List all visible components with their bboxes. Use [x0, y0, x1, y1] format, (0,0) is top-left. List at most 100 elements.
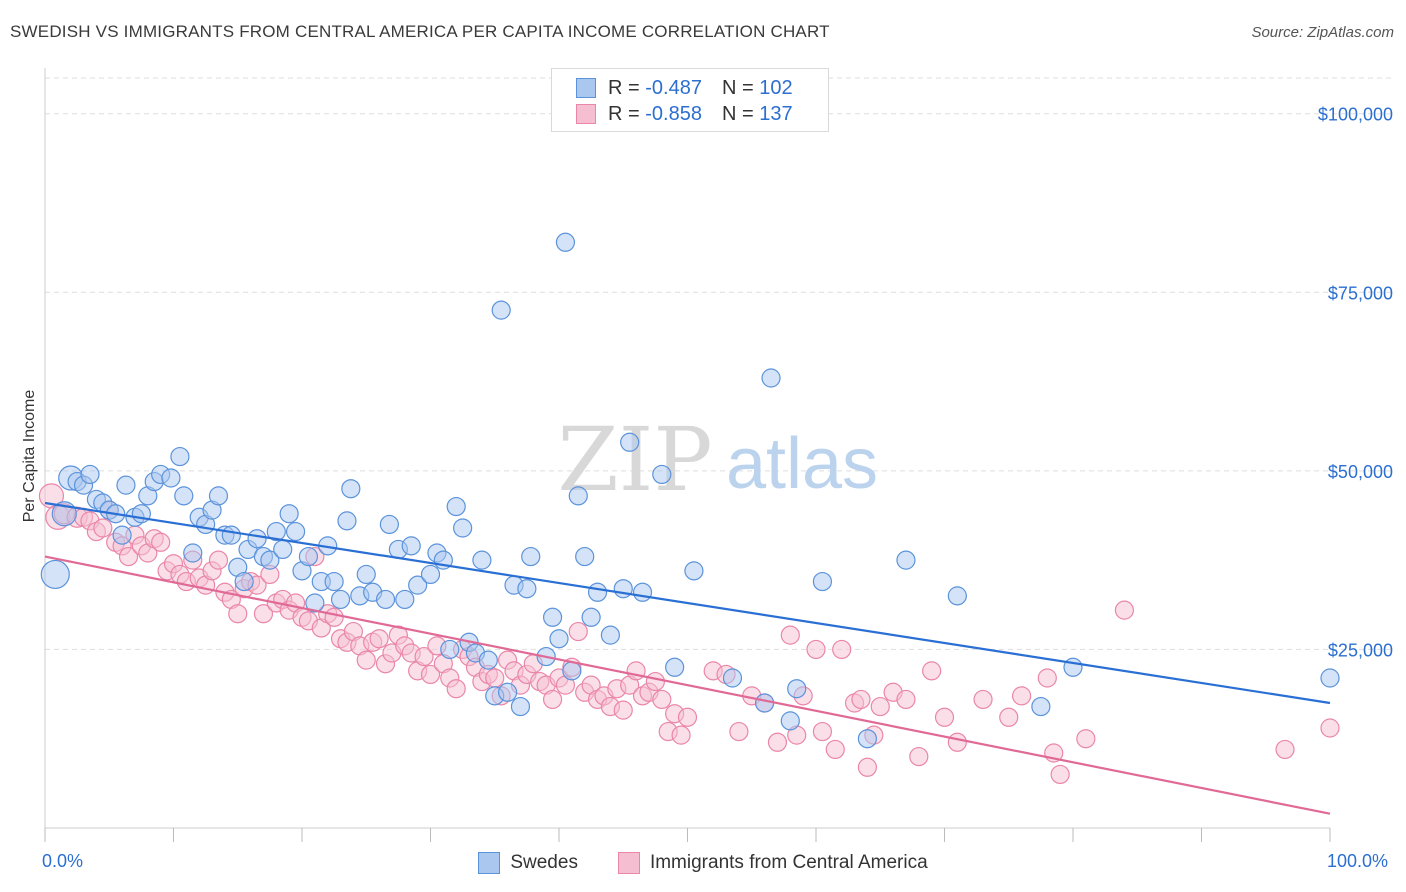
swede-point	[491, 300, 511, 320]
swede-point	[787, 679, 807, 699]
legend-n-value: 137	[759, 102, 793, 125]
central-america-point	[922, 661, 942, 681]
correlation-legend: R = -0.487 N = 102 R = -0.858 N = 137	[551, 68, 829, 132]
series-label-central-america: Immigrants from Central America	[649, 852, 928, 873]
swede-point	[337, 511, 357, 531]
central-america-point	[999, 707, 1019, 727]
swede-point	[568, 486, 588, 506]
swede-point	[260, 550, 280, 570]
legend-r-value: -0.858	[645, 102, 702, 125]
watermark: ZIP atlas	[557, 408, 878, 511]
swede-point	[722, 668, 743, 688]
swede-point	[1320, 668, 1340, 688]
trend-lines	[44, 501, 1331, 815]
swede-point	[279, 504, 299, 524]
swede-point	[812, 571, 833, 592]
swede-point	[754, 693, 775, 713]
swede-point	[330, 589, 351, 610]
swede-point	[498, 682, 518, 702]
swede-point	[221, 525, 241, 545]
central-america-point	[151, 532, 171, 552]
swede-point	[542, 607, 563, 627]
swedes-trend-line	[44, 501, 1331, 705]
central-america-point	[645, 671, 665, 692]
legend-row-central-america: R = -0.858 N = 137	[576, 102, 793, 126]
central-america-trend-line	[44, 555, 1331, 815]
central-america-point	[414, 646, 434, 667]
central-america-points	[38, 483, 1340, 785]
central-america-point	[947, 732, 967, 752]
central-america-point	[825, 739, 845, 760]
central-america-point	[542, 689, 563, 710]
swede-point	[761, 368, 781, 388]
swede-point	[600, 625, 621, 645]
swede-point	[375, 589, 396, 610]
swede-point	[420, 564, 441, 585]
swede-point	[234, 571, 254, 592]
swede-point	[453, 518, 473, 538]
series-legend-central-america: Immigrants from Central America	[617, 852, 928, 874]
central-america-point	[1076, 729, 1096, 749]
swede-point	[401, 536, 421, 556]
swede-point	[517, 579, 537, 599]
chart-title: SWEDISH VS IMMIGRANTS FROM CENTRAL AMERI…	[10, 22, 830, 41]
swede-point	[305, 593, 325, 613]
swede-point	[620, 432, 640, 452]
central-america-point	[780, 625, 800, 645]
swede-point	[80, 464, 100, 485]
legend-r-value: -0.487	[645, 76, 702, 99]
central-america-point	[677, 707, 698, 727]
central-america-point	[896, 689, 916, 710]
central-america-point	[1011, 686, 1032, 706]
central-america-point	[973, 689, 993, 710]
central-america-point	[420, 664, 441, 685]
swede-point	[472, 550, 492, 570]
central-america-point	[1037, 668, 1057, 688]
swede-point	[324, 571, 344, 592]
legend-swatch-swedes	[576, 78, 596, 98]
legend-r-label: R =	[608, 102, 646, 125]
swede-point	[174, 486, 194, 506]
swede-point	[549, 629, 569, 649]
x-tick-min: 0.0%	[42, 851, 84, 871]
central-america-point	[1320, 718, 1340, 738]
source-label: Source: ZipAtlas.com	[1251, 24, 1394, 41]
swede-point	[665, 657, 685, 677]
central-america-point	[934, 707, 955, 727]
y-tick-label: $75,000	[1328, 283, 1393, 303]
swede-point	[1031, 696, 1051, 717]
swede-point	[341, 479, 361, 499]
series-label-swedes: Swedes	[510, 852, 578, 873]
central-america-point	[485, 668, 505, 688]
swede-point	[652, 464, 672, 485]
legend-n-label: N =	[721, 76, 760, 99]
swede-point	[408, 575, 428, 595]
swede-point	[555, 232, 576, 252]
central-america-point	[812, 721, 833, 742]
central-america-point	[870, 696, 890, 717]
central-america-point	[851, 689, 871, 710]
swede-point	[208, 486, 229, 506]
series-swatch-central-america	[617, 852, 640, 874]
grid-lines	[45, 77, 1392, 650]
central-america-point	[909, 746, 929, 767]
swede-point	[247, 529, 267, 549]
swedes-points	[40, 232, 1340, 749]
central-america-point	[93, 518, 113, 538]
swede-point	[183, 543, 203, 563]
swede-point	[116, 475, 136, 495]
swede-point	[857, 729, 878, 749]
swede-point	[112, 525, 132, 545]
swede-point	[298, 546, 319, 567]
y-tick-label: $25,000	[1328, 640, 1393, 660]
swede-point	[395, 589, 415, 610]
swede-point	[266, 521, 286, 542]
central-america-point	[1114, 600, 1135, 620]
swede-point	[632, 582, 653, 602]
central-america-point	[832, 639, 852, 660]
central-america-point	[729, 721, 749, 742]
legend-n-value: 102	[759, 76, 793, 99]
watermark-atlas: atlas	[726, 424, 878, 504]
central-america-point	[1050, 764, 1070, 785]
y-tick-label: $100,000	[1318, 105, 1393, 125]
